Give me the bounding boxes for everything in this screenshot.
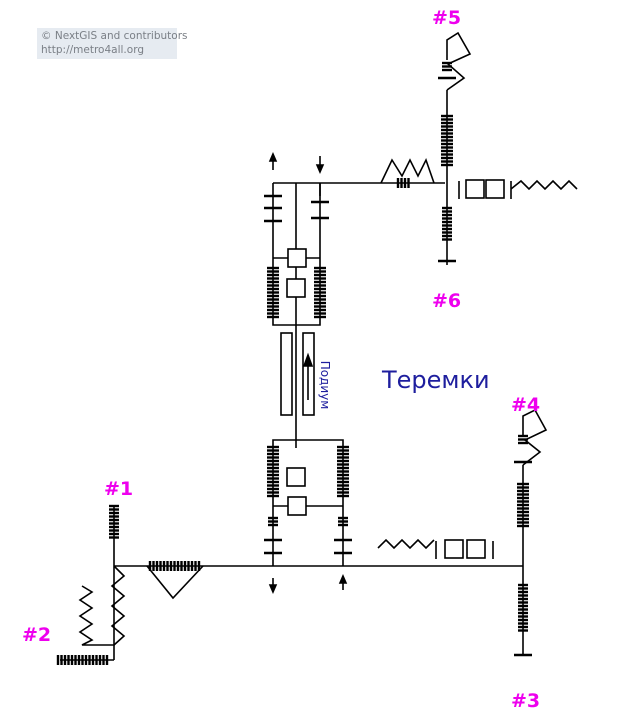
ramp-zigzag [522, 408, 548, 466]
ramp-zigzag [110, 565, 126, 646]
down-arrow-icon [268, 584, 278, 595]
ramp-zigzag [78, 585, 114, 646]
ramp-zigzag [510, 179, 578, 191]
stairs [56, 61, 532, 665]
ramp-triangle [146, 565, 204, 600]
platform-left [280, 332, 293, 416]
attribution-link[interactable]: http://metro4all.org [41, 44, 144, 56]
upper-hall-frame [272, 183, 321, 326]
exit-label-5[interactable]: #5 [432, 7, 462, 29]
platform-right [302, 332, 315, 416]
ticket-box [465, 179, 485, 199]
ticket-box [287, 496, 307, 516]
up-arrow-icon [268, 151, 278, 162]
ticket-box [466, 539, 486, 559]
exit-label-4[interactable]: #4 [511, 394, 541, 416]
ticket-box [286, 278, 306, 298]
platform-label-text: Подиум [318, 360, 332, 410]
ticket-box [485, 179, 505, 199]
exit-label-1[interactable]: #1 [104, 478, 134, 500]
ticket-box [287, 248, 307, 268]
station-name: Теремки [382, 366, 490, 394]
lower-hall-frame [272, 439, 344, 566]
down-arrow-icon [315, 164, 325, 175]
platform-label: Подиум [314, 358, 336, 418]
ticket-box [286, 467, 306, 487]
ramp-zigzag [377, 538, 435, 550]
attribution-copyright: © NextGIS and contributors [41, 30, 188, 42]
up-arrow-icon [302, 352, 314, 367]
exit-label-2[interactable]: #2 [22, 624, 52, 646]
up-arrow-icon [338, 573, 348, 584]
exit-label-6[interactable]: #6 [432, 290, 462, 312]
ramp-zigzag [446, 31, 472, 91]
exit-label-3[interactable]: #3 [511, 690, 541, 712]
attribution-box: © NextGIS and contributors http://metro4… [37, 28, 188, 59]
ticket-box [444, 539, 464, 559]
ramp-zigzag [380, 157, 435, 184]
